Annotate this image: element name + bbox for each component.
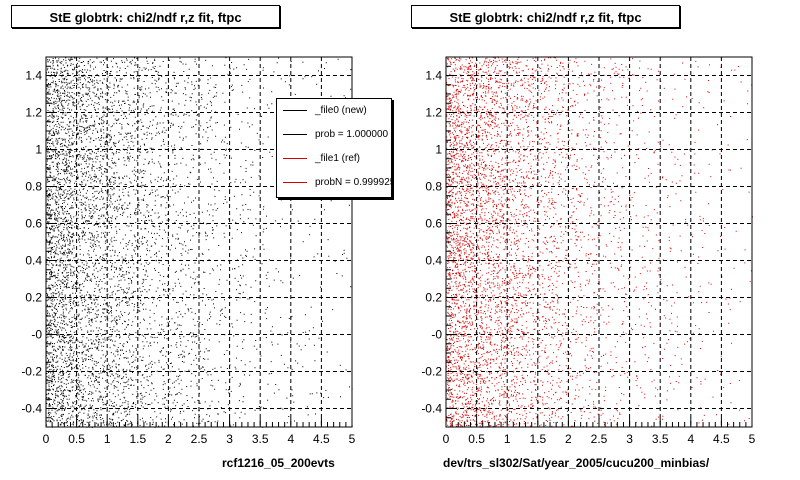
legend-line-swatch	[283, 182, 307, 183]
legend-entry: _file1 (ref)	[277, 151, 391, 167]
x-tick-label: 0.5	[468, 432, 485, 446]
x-tick-label: 5	[349, 432, 356, 446]
legend-label: prob = 1.000000	[315, 129, 389, 140]
x-tick-label: 4.5	[313, 432, 330, 446]
y-tick-label: 0.4	[425, 254, 442, 268]
x-tick-label: 1.5	[529, 432, 546, 446]
x-tick-label: 3.5	[252, 432, 269, 446]
x-tick-label: 2	[165, 432, 172, 446]
y-tick-label: 0.6	[25, 217, 42, 231]
y-tick-label: 1.4	[25, 69, 42, 83]
left-plot: 0 0.5 1 1.5 2 2.5 3 3.5 4 4.5 5 -0.4 -0.2 -0 0.2 0.4 0.6…	[21, 56, 356, 446]
legend-line-swatch	[283, 158, 307, 159]
y-tick-label: 0.2	[25, 291, 42, 305]
y-tick-label: -0	[431, 328, 442, 342]
x-tick-label: 4.5	[713, 432, 730, 446]
x-tick-label: 3	[226, 432, 233, 446]
legend: _file0 (new) prob = 1.000000 _file1 (ref…	[276, 98, 392, 198]
y-tick-label: 1	[35, 143, 42, 157]
y-tick-label: -0.2	[21, 365, 42, 379]
y-tick-label: -0.4	[421, 402, 442, 416]
y-tick-label: -0.2	[421, 365, 442, 379]
y-tick-label: 0.2	[425, 291, 442, 305]
x-tick-label: 1	[104, 432, 111, 446]
y-tick-label: 1.4	[425, 69, 442, 83]
left-plot-title: StE globtrk: chi2/ndf r,z fit, ftpc	[11, 5, 280, 28]
right-plot-title: StE globtrk: chi2/ndf r,z fit, ftpc	[411, 5, 680, 28]
x-tick-label: 3	[626, 432, 633, 446]
legend-label: _file1 (ref)	[315, 153, 361, 164]
x-tick-label: 1.5	[129, 432, 146, 446]
x-tick-label: 4	[287, 432, 294, 446]
x-tick-label: 3.5	[652, 432, 669, 446]
x-tick-label: 2.5	[591, 432, 608, 446]
y-tick-label: 0.8	[425, 180, 442, 194]
legend-line-swatch	[283, 134, 307, 135]
y-tick-label: 1.2	[425, 106, 442, 120]
legend-entry: prob = 1.000000	[277, 127, 391, 143]
x-tick-label: 0	[443, 432, 450, 446]
x-tick-label: 2	[565, 432, 572, 446]
x-tick-label: 2.5	[191, 432, 208, 446]
legend-entry: probN = 0.999925	[277, 175, 392, 191]
y-tick-label: -0	[31, 328, 42, 342]
y-tick-label: 0.4	[25, 254, 42, 268]
y-tick-label: -0.4	[21, 402, 42, 416]
legend-label: probN = 0.999925	[315, 177, 392, 188]
x-tick-label: 0.5	[68, 432, 85, 446]
x-tick-label: 1	[504, 432, 511, 446]
y-tick-label: 0.6	[425, 217, 442, 231]
grid	[446, 57, 752, 427]
legend-line-swatch	[283, 110, 307, 111]
left-x-axis-label: rcf1216_05_200evts	[222, 456, 335, 470]
legend-label: _file0 (new)	[315, 105, 367, 116]
legend-entry: _file0 (new)	[277, 103, 391, 119]
x-tick-label: 4	[687, 432, 694, 446]
y-tick-label: 1.2	[25, 106, 42, 120]
y-tick-label: 1	[435, 143, 442, 157]
x-tick-label: 5	[749, 432, 756, 446]
right-x-axis-label: dev/trs_sl302/Sat/year_2005/cucu200_minb…	[443, 456, 710, 470]
y-tick-label: 0.8	[25, 180, 42, 194]
right-plot: 0 0.5 1 1.5 2 2.5 3 3.5 4 4.5 5 -0.4 -0.2 -0 0.2 0.4 0.6…	[421, 56, 756, 446]
x-tick-label: 0	[43, 432, 50, 446]
